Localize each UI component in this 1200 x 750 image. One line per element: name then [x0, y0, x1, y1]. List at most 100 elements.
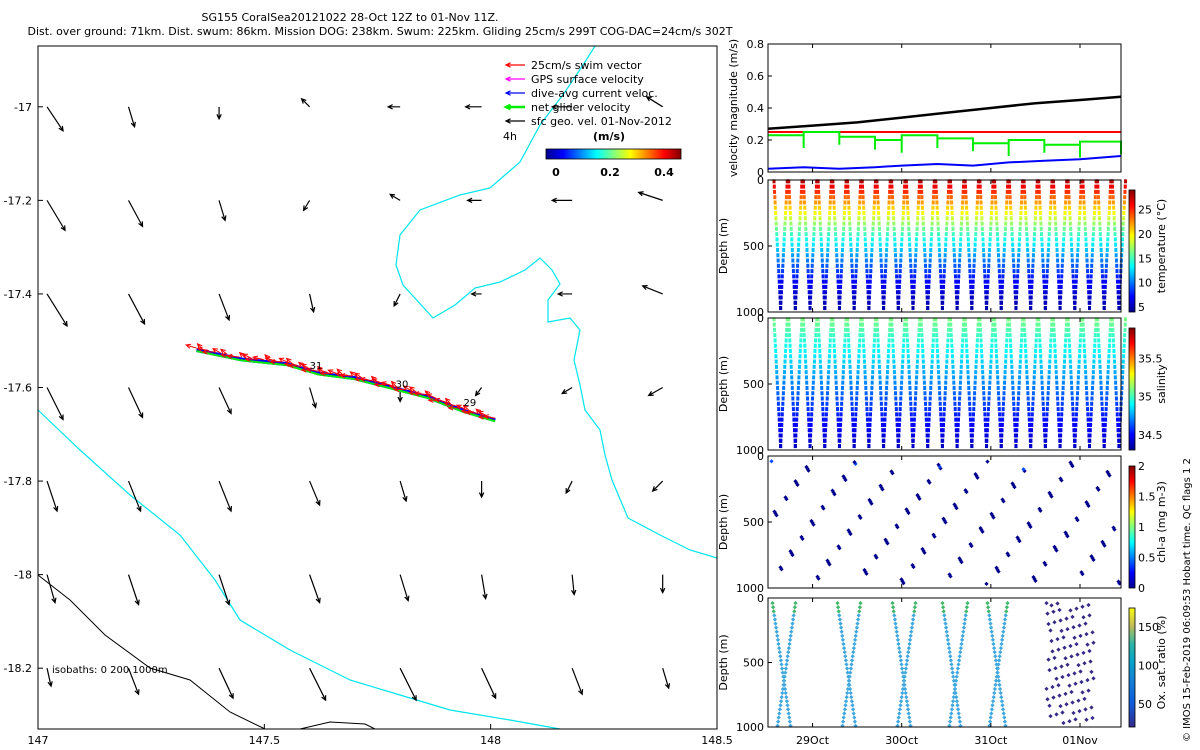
profile-sample — [823, 444, 827, 449]
oxy-sample — [835, 605, 841, 610]
profile-sample — [849, 391, 853, 396]
profile-sample — [826, 375, 830, 380]
profile-sample — [891, 343, 895, 348]
profile-sample — [895, 290, 899, 295]
profile-sample — [779, 438, 783, 443]
chl-sample — [846, 528, 851, 533]
sfc-velocity-arrow — [309, 667, 327, 702]
profile-sample — [804, 370, 808, 375]
profile-sample — [1068, 349, 1072, 353]
profile-sample — [877, 221, 881, 226]
profile-sample — [847, 216, 851, 221]
profile-sample — [988, 380, 992, 385]
profile-sample — [909, 258, 913, 263]
profile-sample — [871, 364, 875, 369]
profile-sample — [1008, 189, 1012, 194]
profile-sample — [863, 375, 867, 380]
profile-sample — [907, 359, 911, 364]
map-xtick-label: 148 — [480, 734, 501, 747]
oxy-sample — [782, 674, 787, 679]
profile-sample — [796, 396, 800, 401]
profile-sample — [980, 211, 984, 215]
profile-sample — [816, 184, 820, 189]
profile-sample — [987, 253, 991, 258]
profile-sample — [826, 391, 830, 396]
profile-sample — [890, 322, 894, 327]
profile-sample — [927, 279, 931, 284]
profile-sample — [818, 216, 822, 221]
profile-sample — [839, 422, 843, 427]
profile-sample — [884, 401, 888, 406]
profile-sample — [931, 343, 935, 348]
profile-sample — [993, 189, 997, 194]
oxy-sample — [900, 670, 905, 675]
profile-sample — [1031, 253, 1035, 258]
oxy-sample — [990, 637, 996, 643]
profile-sample — [915, 237, 919, 242]
profile-sample — [1102, 444, 1106, 449]
profile-sample — [1069, 226, 1073, 231]
profile-sample — [909, 269, 913, 274]
profile-sample — [998, 417, 1002, 422]
profile-sample — [833, 359, 837, 364]
oxy-sample — [1058, 618, 1063, 623]
profile-sample — [989, 349, 993, 353]
profile-sample — [986, 284, 990, 289]
profile-sample — [1064, 322, 1068, 327]
profile-sample — [1015, 417, 1019, 422]
profile-sample — [1083, 226, 1087, 231]
profile-sample — [1087, 444, 1091, 449]
profile-sample — [894, 258, 898, 263]
profile-sample — [1073, 295, 1077, 300]
profile-sample — [809, 295, 813, 300]
profile-sample — [831, 184, 835, 189]
profile-sample — [968, 269, 972, 274]
profile-sample — [1027, 412, 1031, 417]
profile-sample — [831, 317, 835, 322]
oxy-sample — [847, 686, 853, 692]
profile-sample — [1013, 284, 1017, 289]
profile-sample — [978, 189, 982, 194]
profile-sample — [985, 428, 989, 433]
oxy-sample — [989, 707, 995, 712]
profile-sample — [900, 237, 904, 242]
profile-sample — [826, 237, 830, 242]
profile-sample — [880, 284, 884, 289]
profile-sample — [922, 237, 926, 242]
profile-sample — [1106, 232, 1110, 237]
profile-sample — [794, 295, 798, 300]
profile-sample — [833, 216, 837, 221]
profile-sample — [902, 343, 906, 348]
profile-sample — [982, 391, 986, 396]
profile-sample — [937, 380, 941, 385]
profile-sample — [1084, 242, 1088, 247]
profile-sample — [995, 232, 999, 237]
profile-sample — [783, 226, 787, 231]
profile-sample — [873, 322, 877, 327]
oxy-sample — [783, 670, 788, 675]
profile-sample — [953, 401, 957, 406]
profile-sample — [1059, 433, 1063, 438]
track-day-label: 31 — [310, 361, 323, 372]
profile-sample — [958, 242, 962, 247]
colorbar-tick-label: 34.5 — [1138, 429, 1163, 442]
profile-sample — [1064, 338, 1068, 343]
profile-sample — [1020, 333, 1024, 338]
oxy-sample — [784, 694, 789, 700]
profile-sample — [939, 279, 943, 284]
profile-sample — [1112, 211, 1116, 215]
oxy-sample — [1091, 676, 1096, 681]
profile-sample — [853, 428, 857, 433]
profile-sample — [863, 237, 867, 242]
oxy-sample — [848, 690, 853, 696]
profile-sample — [946, 338, 950, 343]
profile-sample — [1115, 412, 1119, 417]
oxy-sample — [900, 686, 906, 692]
profile-sample — [988, 237, 992, 242]
profile-sample — [794, 290, 798, 295]
map-ytick-label: -17.4 — [4, 288, 32, 301]
profile-sample — [818, 221, 822, 226]
profile-sample — [798, 216, 802, 221]
profile-sample — [929, 380, 933, 385]
profile-sample — [869, 258, 873, 263]
